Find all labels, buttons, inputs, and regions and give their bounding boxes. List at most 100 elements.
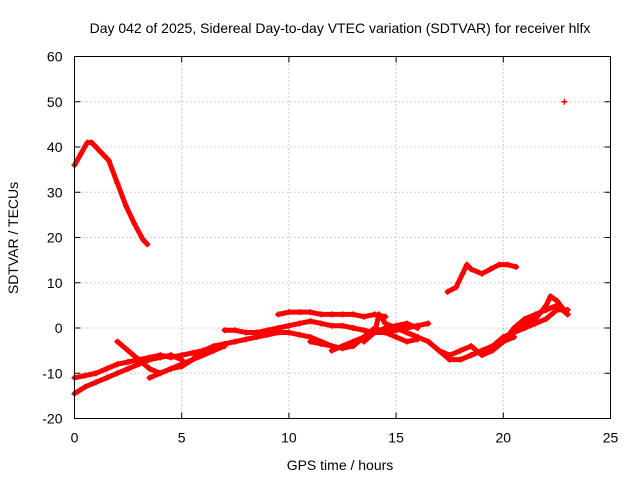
data-point bbox=[253, 329, 260, 336]
data-point bbox=[103, 365, 110, 372]
data-point bbox=[547, 293, 554, 300]
data-point bbox=[167, 365, 174, 372]
data-point bbox=[350, 325, 357, 331]
y-tick-label: 40 bbox=[47, 139, 63, 155]
data-point bbox=[468, 352, 475, 359]
data-point bbox=[521, 325, 528, 331]
data-point bbox=[92, 370, 99, 377]
data-point bbox=[553, 306, 560, 313]
data-point bbox=[97, 148, 104, 155]
data-point bbox=[275, 311, 282, 318]
data-point bbox=[135, 356, 142, 363]
data-point bbox=[459, 270, 466, 277]
x-tick-label: 15 bbox=[388, 430, 404, 446]
data-point bbox=[82, 372, 89, 379]
data-point bbox=[167, 352, 174, 359]
data-point bbox=[296, 331, 303, 338]
data-point bbox=[114, 361, 121, 368]
data-point bbox=[189, 349, 196, 356]
data-point bbox=[543, 302, 550, 309]
data-point bbox=[457, 356, 464, 363]
y-tick-label: 60 bbox=[47, 49, 63, 65]
data-point bbox=[393, 325, 400, 331]
data-point bbox=[328, 322, 335, 329]
data-point bbox=[339, 311, 346, 318]
data-point bbox=[125, 347, 132, 354]
data-point bbox=[504, 261, 511, 268]
data-point bbox=[285, 329, 292, 336]
data-point bbox=[403, 338, 410, 345]
x-tick-label: 5 bbox=[178, 430, 186, 446]
axes: 0 5 10 15 20 25 -20 -10 0 10 20 30 40 50 60 bbox=[42, 49, 618, 446]
data-point bbox=[328, 311, 335, 318]
data-point bbox=[307, 338, 314, 345]
data-point bbox=[393, 334, 400, 341]
plot-frame bbox=[74, 56, 611, 419]
data-point bbox=[275, 325, 282, 331]
data-point bbox=[264, 327, 271, 334]
data-point bbox=[285, 309, 292, 316]
data-point bbox=[146, 365, 153, 372]
data-point bbox=[243, 336, 250, 343]
data-point bbox=[453, 284, 460, 291]
data-point bbox=[360, 313, 367, 320]
series-band bbox=[72, 139, 150, 247]
data-point bbox=[125, 365, 132, 372]
data-point bbox=[318, 340, 325, 347]
data-point bbox=[487, 266, 494, 273]
data-point bbox=[88, 139, 95, 146]
data-point bbox=[403, 320, 410, 327]
series-arc-c bbox=[561, 98, 568, 105]
series-arc-o bbox=[468, 293, 571, 359]
data-point bbox=[444, 288, 451, 295]
data-point bbox=[500, 338, 507, 345]
data-point bbox=[92, 379, 99, 386]
data-point bbox=[425, 338, 432, 345]
data-point bbox=[157, 370, 164, 377]
data-point bbox=[318, 311, 325, 318]
data-point bbox=[478, 270, 485, 277]
data-point bbox=[105, 157, 112, 164]
data-marks bbox=[71, 98, 571, 397]
series-arc-a bbox=[71, 139, 151, 248]
y-tick-label: 0 bbox=[55, 320, 63, 336]
data-point bbox=[131, 220, 138, 227]
data-point bbox=[489, 343, 496, 350]
y-tick-label: 20 bbox=[47, 230, 63, 246]
x-axis-label: GPS time / hours bbox=[287, 457, 394, 473]
data-point bbox=[382, 320, 389, 327]
data-point bbox=[296, 309, 303, 316]
data-point bbox=[513, 263, 520, 270]
data-point bbox=[122, 202, 129, 209]
data-point bbox=[200, 347, 207, 354]
data-point bbox=[425, 320, 432, 327]
data-point bbox=[532, 320, 539, 327]
data-point bbox=[339, 343, 346, 350]
data-point bbox=[157, 354, 164, 361]
y-tick-label: 10 bbox=[47, 275, 63, 291]
x-tick-label: 0 bbox=[71, 430, 79, 446]
data-point bbox=[371, 329, 378, 336]
data-point bbox=[140, 236, 147, 243]
data-point bbox=[543, 315, 550, 322]
y-tick-label: -20 bbox=[42, 411, 62, 427]
data-point bbox=[232, 327, 239, 334]
series-arc-b bbox=[444, 261, 520, 295]
data-point bbox=[318, 320, 325, 327]
data-point bbox=[468, 343, 475, 350]
data-point bbox=[285, 322, 292, 329]
data-point bbox=[478, 347, 485, 354]
data-point bbox=[221, 340, 228, 347]
y-tick-label: 50 bbox=[47, 94, 63, 110]
data-point bbox=[178, 363, 185, 370]
data-point bbox=[82, 383, 89, 390]
data-point bbox=[403, 329, 410, 336]
data-point bbox=[114, 338, 121, 345]
series-band bbox=[445, 262, 519, 295]
y-tick-label: -10 bbox=[42, 365, 62, 381]
data-point bbox=[561, 98, 568, 105]
data-point bbox=[375, 311, 382, 318]
y-axis-label: SDTVAR / TECUs bbox=[5, 182, 21, 294]
chart-title: Day 042 of 2025, Sidereal Day-to-day VTE… bbox=[90, 20, 591, 36]
data-point bbox=[328, 347, 335, 354]
